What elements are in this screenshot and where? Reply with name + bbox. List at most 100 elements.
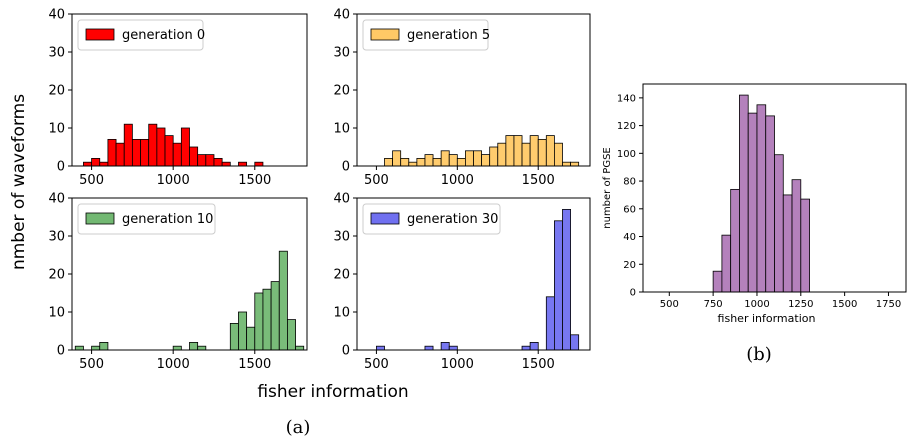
- histogram-bar: [562, 161, 571, 167]
- histogram-bar: [189, 341, 199, 351]
- x-tick-label: 1000: [157, 173, 190, 188]
- histogram-bar: [140, 138, 150, 167]
- histogram-bar: [712, 270, 723, 293]
- histogram-bar: [432, 157, 442, 167]
- histogram-bar: [74, 345, 84, 351]
- legend-label: generation 30: [407, 212, 498, 227]
- histogram-bar: [164, 135, 174, 167]
- x-tick-label: 1000: [744, 299, 769, 310]
- panel-pgse: 0 20 40 60 80 100 120 140 500 750 1000 1250 1500 1750…: [602, 83, 907, 325]
- panel-generation-0: 0 10 20 30 40 500 1000 1500 generation 0: [48, 8, 308, 188]
- histogram-bar: [791, 179, 802, 293]
- histogram-bar: [238, 311, 248, 351]
- histogram-bar: [270, 281, 280, 351]
- x-tick-label: 1000: [157, 357, 190, 372]
- legend-swatch: [370, 28, 400, 41]
- x-tick-label: 1000: [441, 173, 474, 188]
- y-tick-label: 100: [617, 149, 636, 160]
- histogram-bar: [99, 161, 109, 167]
- x-tick-label: 1500: [522, 357, 555, 372]
- histogram-bar: [529, 341, 539, 351]
- histogram-bar: [238, 161, 248, 167]
- histogram-bar: [197, 154, 207, 167]
- y-tick-label: 30: [333, 230, 350, 245]
- histogram-bar: [197, 345, 207, 351]
- histogram-bar: [400, 157, 410, 167]
- y-tick-label: 20: [333, 84, 350, 99]
- histogram-bar: [765, 115, 775, 293]
- histogram-bar: [721, 234, 732, 293]
- histogram-bar: [91, 345, 101, 351]
- x-tick-label: 500: [79, 357, 104, 372]
- histogram-bar: [221, 161, 231, 167]
- histogram-bar: [180, 127, 190, 167]
- histogram-bar: [570, 161, 580, 167]
- histogram-bar: [545, 135, 555, 167]
- y-tick-label: 40: [333, 8, 350, 23]
- x-tick-label: 1500: [832, 299, 857, 310]
- panel-generation-30: 0 10 20 30 40 500 1000 1500 generation 30: [333, 192, 591, 372]
- histogram-bar: [554, 142, 563, 167]
- histogram-bar: [205, 154, 215, 167]
- histogram-bar: [172, 345, 182, 351]
- y-tick-label: 40: [48, 192, 65, 207]
- x-tick-label: 1500: [522, 173, 555, 188]
- caption-a: (a): [286, 417, 311, 438]
- histogram-bar: [131, 138, 141, 167]
- histogram-bar: [756, 104, 767, 293]
- x-tick-label: 500: [79, 173, 104, 188]
- histogram-bar: [497, 142, 507, 167]
- histogram-bar: [115, 142, 125, 167]
- histogram-bar: [521, 142, 531, 167]
- y-tick-label: 30: [48, 230, 65, 245]
- legend-swatch: [85, 212, 115, 225]
- y-tick-label: 0: [57, 160, 65, 175]
- shared-x-axis-label: fisher information: [257, 382, 408, 402]
- histogram-bar: [392, 150, 402, 167]
- histogram-bar: [537, 138, 547, 167]
- histogram-bar: [148, 123, 158, 167]
- x-tick-label: 1500: [238, 357, 271, 372]
- histogram-bar: [408, 161, 418, 167]
- histogram-bar: [246, 326, 256, 351]
- legend-label: generation 10: [122, 212, 213, 227]
- panel-generation-10: 0 10 20 30 40 500 1000 1500 generation 10: [48, 192, 308, 372]
- histogram-bar: [473, 150, 482, 167]
- histogram-bar: [278, 250, 288, 351]
- histogram-bar: [481, 154, 491, 167]
- histogram-bar: [91, 157, 101, 167]
- histogram-bar: [376, 345, 385, 351]
- y-tick-label: 10: [48, 306, 65, 321]
- y-tick-label: 10: [333, 122, 350, 137]
- histogram-bar: [448, 345, 458, 351]
- legend-swatch: [85, 28, 115, 41]
- histogram-bar: [562, 208, 571, 351]
- y-tick-label: 0: [57, 344, 65, 359]
- y-tick-label: 40: [623, 232, 636, 243]
- histogram-bar: [254, 161, 264, 167]
- histogram-bar: [262, 288, 272, 351]
- histogram-bar: [424, 345, 434, 351]
- y-tick-label: 10: [48, 122, 65, 137]
- x-tick-label: 1750: [876, 299, 901, 310]
- histogram-bar: [384, 157, 394, 167]
- histogram-bar: [440, 341, 450, 351]
- axes-frame: [642, 83, 907, 293]
- histogram-bar: [570, 334, 580, 351]
- shared-y-axis-label: nmber of waveforms: [9, 94, 29, 270]
- histogram-bar: [189, 146, 199, 167]
- histogram-bar: [99, 341, 109, 351]
- y-tick-label: 40: [48, 8, 65, 23]
- y-tick-label: 20: [48, 268, 65, 283]
- y-tick-label: 140: [617, 93, 636, 104]
- histogram-bar: [521, 345, 531, 351]
- y-tick-label: 0: [342, 160, 350, 175]
- histogram-bar: [800, 198, 810, 293]
- x-tick-label: 750: [704, 299, 723, 310]
- histogram-bar: [489, 146, 499, 167]
- histogram-bar: [739, 94, 749, 293]
- histogram-bar: [172, 142, 182, 167]
- histogram-bar: [107, 138, 117, 167]
- histogram-bar: [513, 135, 523, 167]
